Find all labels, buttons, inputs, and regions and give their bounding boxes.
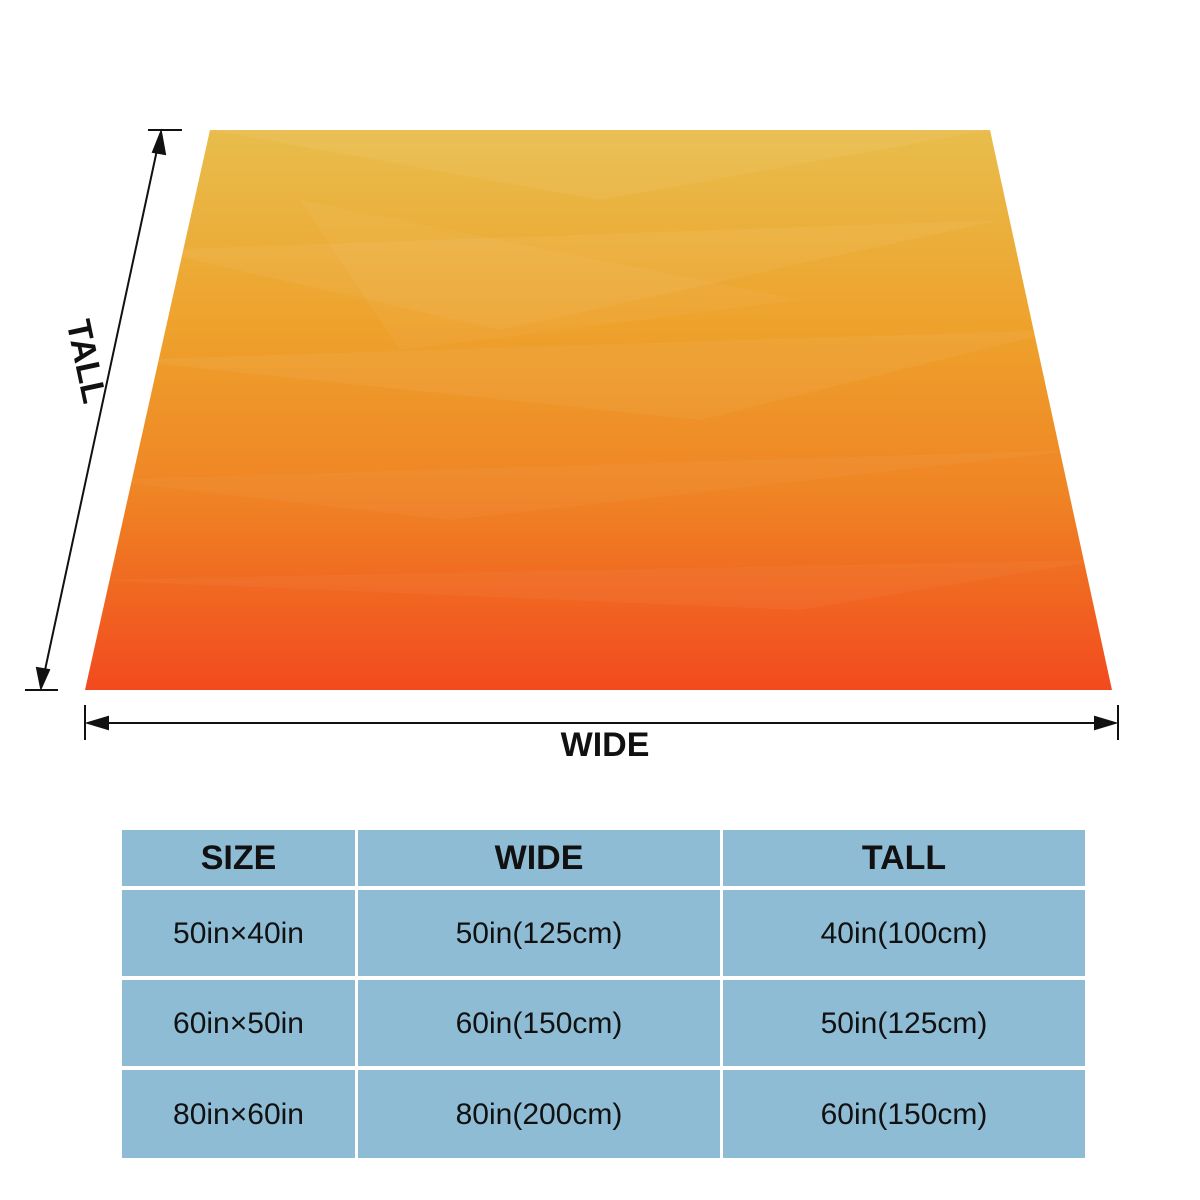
- table-cell: [723, 1070, 1085, 1158]
- arrow-head: [84, 715, 109, 731]
- header-text: TALL: [862, 839, 946, 877]
- blanket-pattern: [90, 130, 1100, 610]
- cell-text: 60in(150cm): [456, 1007, 623, 1040]
- header-text: WIDE: [495, 839, 584, 877]
- blanket: [85, 130, 1112, 690]
- table-cell: [122, 830, 355, 886]
- cell-text: 50in(125cm): [456, 917, 623, 950]
- table-cell: [358, 890, 720, 976]
- tall-dimension: [25, 128, 182, 692]
- arrow-head: [1094, 715, 1119, 731]
- table-cell: [723, 830, 1085, 886]
- table-cell: [723, 890, 1085, 976]
- wide-label: WIDE: [561, 726, 650, 764]
- table-cell: [122, 1070, 355, 1158]
- cell-text: 80in×60in: [173, 1098, 304, 1131]
- cell-text: 80in(200cm): [456, 1098, 623, 1131]
- arrow-head: [35, 666, 51, 692]
- tall-label: TALL: [59, 316, 114, 406]
- table-cell: [723, 980, 1085, 1066]
- cell-text: 60in×50in: [173, 1007, 304, 1040]
- table-cell: [122, 980, 355, 1066]
- cell-text: 50in×40in: [173, 917, 304, 950]
- table-cell: [358, 830, 720, 886]
- dimension-arrow: [41, 135, 161, 685]
- cell-text: 50in(125cm): [821, 1007, 988, 1040]
- cell-text: 60in(150cm): [821, 1098, 988, 1131]
- size-table: SIZE WIDE TALL 50in×40in 50in(125cm) 40in(100…: [122, 830, 1085, 1158]
- table-cell: [122, 890, 355, 976]
- header-text: SIZE: [201, 839, 277, 877]
- table-cell: [358, 980, 720, 1066]
- cell-text: 40in(100cm): [821, 917, 988, 950]
- table-cell: [358, 1070, 720, 1158]
- blanket-surface: [85, 130, 1112, 690]
- wide-dimension: [84, 705, 1119, 740]
- arrow-head: [151, 128, 167, 156]
